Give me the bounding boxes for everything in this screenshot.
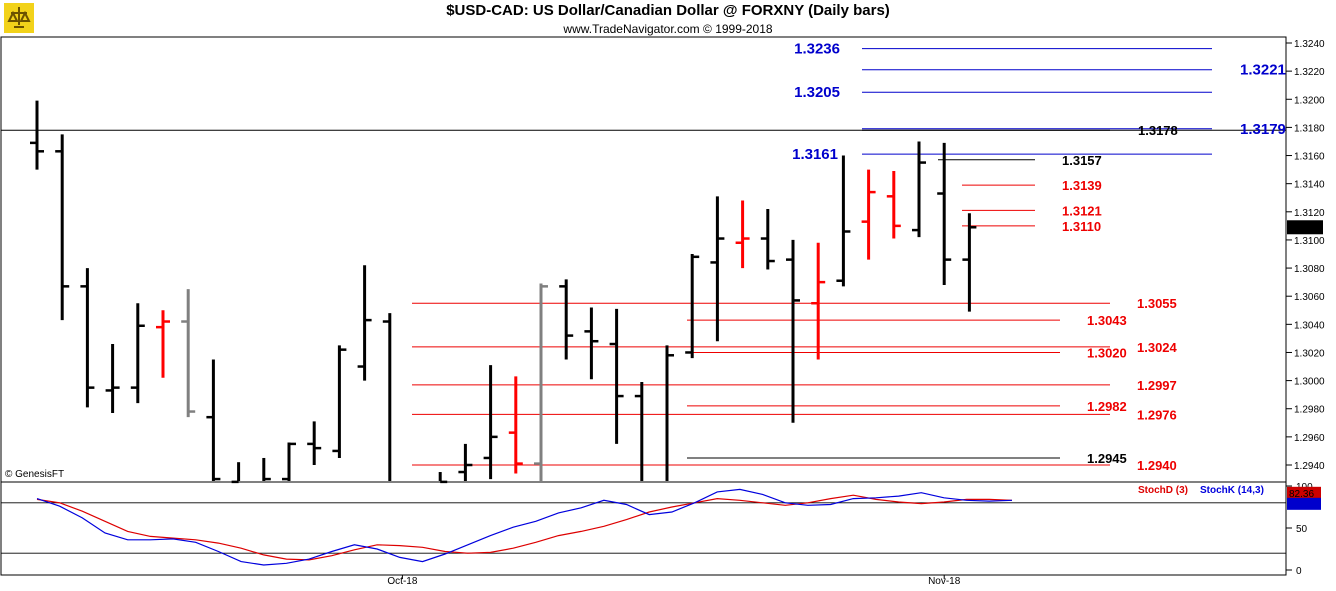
level-label: 1.3161 xyxy=(792,146,838,163)
price-tick-label: 1.3000 xyxy=(1294,377,1325,388)
ohlc-bar xyxy=(735,200,750,269)
chart-subtitle: www.TradeNavigator.com © 1999-2018 xyxy=(563,22,773,36)
ohlc-bar xyxy=(786,239,800,423)
level-label: 1.3178 xyxy=(1138,123,1178,138)
ohlc-bar xyxy=(231,462,241,484)
ohlc-bar xyxy=(609,308,624,444)
ohlc-bar xyxy=(584,307,599,380)
ohlc-bar xyxy=(30,100,44,170)
ohlc-bar xyxy=(307,421,322,465)
ohlc-bar xyxy=(156,310,170,378)
ohlc-bar xyxy=(836,155,851,287)
price-tick-label: 1.3100 xyxy=(1294,236,1325,247)
ohlc-bar xyxy=(80,268,95,408)
level-label: 1.3221 xyxy=(1240,62,1286,79)
stochastic-indicator: 100500StochD (3)StochK (14,3)82.36 xyxy=(1,482,1321,577)
ohlc-bar xyxy=(962,213,977,312)
level-label: 1.2982 xyxy=(1087,399,1127,414)
price-tick-label: 1.2960 xyxy=(1294,433,1325,444)
level-label: 1.3055 xyxy=(1137,296,1177,311)
ohlc-bar xyxy=(534,283,548,481)
stoch-series-line xyxy=(36,488,1013,566)
price-tick-label: 1.3060 xyxy=(1294,292,1325,303)
ohlc-bar xyxy=(130,303,145,404)
price-tick-label: 1.3120 xyxy=(1294,208,1325,219)
price-tick-label: 1.3040 xyxy=(1294,320,1325,331)
ohlc-bar xyxy=(357,265,372,381)
last-price-label: 1.3109 xyxy=(1289,223,1320,234)
price-tick-label: 1.2980 xyxy=(1294,405,1325,416)
price-tick-label: 1.3200 xyxy=(1294,95,1325,106)
level-label: 1.3020 xyxy=(1087,345,1127,360)
price-tick-label: 1.3240 xyxy=(1294,39,1325,50)
ohlc-bar xyxy=(438,472,448,484)
stoch-tick-label: 0 xyxy=(1296,566,1302,577)
price-tick-label: 1.3020 xyxy=(1294,348,1325,359)
ohlc-bar xyxy=(937,142,952,285)
ohlc-bar xyxy=(760,208,775,270)
stochd-legend: StochD (3) xyxy=(1138,485,1188,496)
level-label: 1.3110 xyxy=(1062,219,1101,234)
chart-title: $USD-CAD: US Dollar/Canadian Dollar @ FO… xyxy=(446,2,890,19)
level-label: 1.3236 xyxy=(794,41,840,58)
last-price-box xyxy=(1287,220,1323,235)
price-tick-label: 1.3180 xyxy=(1294,123,1325,134)
ohlc-bar xyxy=(382,313,392,481)
ohlc-bar xyxy=(861,169,876,260)
level-label: 1.3205 xyxy=(794,84,840,101)
indicator-panel-frame xyxy=(0,481,1287,576)
ohlc-bar xyxy=(282,442,296,481)
level-label: 1.3024 xyxy=(1137,340,1178,355)
date-axis: Oct-18 Nov-18 xyxy=(387,575,961,587)
stoch-last-box-top xyxy=(1287,486,1321,499)
ohlc-bar xyxy=(508,376,523,474)
ohlc-bar xyxy=(811,242,826,360)
ohlc-bar xyxy=(710,196,725,342)
price-tick-label: 1.3140 xyxy=(1294,180,1325,191)
ohlc-bar xyxy=(105,344,120,413)
ohlc-bar xyxy=(483,365,498,480)
ohlc-bar xyxy=(559,279,574,360)
genesis-logo-icon xyxy=(4,3,34,33)
level-label: 1.3121 xyxy=(1062,203,1102,218)
ohlc-bar xyxy=(458,443,473,481)
date-tick-label: Oct-18 xyxy=(387,576,417,587)
price-panel-frame xyxy=(0,36,1287,483)
level-label: 1.2940 xyxy=(1137,458,1177,473)
genesis-watermark: © GenesisFT xyxy=(5,469,64,480)
ohlc-bar xyxy=(206,359,221,481)
stoch-last-box-bottom xyxy=(1287,497,1321,510)
level-label: 1.3179 xyxy=(1240,121,1286,138)
level-label: 1.2945 xyxy=(1087,451,1127,466)
price-tick-label: 1.3220 xyxy=(1294,67,1325,78)
stoch-series-line xyxy=(36,494,1013,561)
ohlc-bar xyxy=(181,289,196,418)
level-label: 1.3043 xyxy=(1087,313,1127,328)
ohlc-bars xyxy=(30,100,977,484)
stoch-tick-label: 50 xyxy=(1296,524,1308,535)
ohlc-bar xyxy=(685,254,700,359)
price-tick-label: 1.2940 xyxy=(1294,461,1325,472)
level-label: 1.2997 xyxy=(1137,378,1177,393)
ohlc-bar xyxy=(634,382,644,481)
ohlc-bar xyxy=(665,345,674,481)
date-tick-label: Nov-18 xyxy=(928,576,961,587)
ohlc-bar xyxy=(262,457,271,481)
ohlc-bar xyxy=(912,141,926,238)
stoch-last-value: 82.36 xyxy=(1289,489,1314,500)
level-label: 1.3139 xyxy=(1062,178,1102,193)
ohlc-bar xyxy=(55,134,70,321)
stochk-legend: StochK (14,3) xyxy=(1200,485,1264,496)
price-axis: 1.2940 1.2960 1.2980 1.3000 1.3020 1.3040 1.30… xyxy=(1286,39,1325,472)
level-label: 1.3157 xyxy=(1062,153,1102,168)
level-label: 1.2976 xyxy=(1137,407,1177,422)
price-tick-label: 1.3080 xyxy=(1294,264,1325,275)
ohlc-bar xyxy=(886,171,901,239)
ohlc-bar xyxy=(332,345,347,458)
price-tick-label: 1.3160 xyxy=(1294,152,1325,163)
